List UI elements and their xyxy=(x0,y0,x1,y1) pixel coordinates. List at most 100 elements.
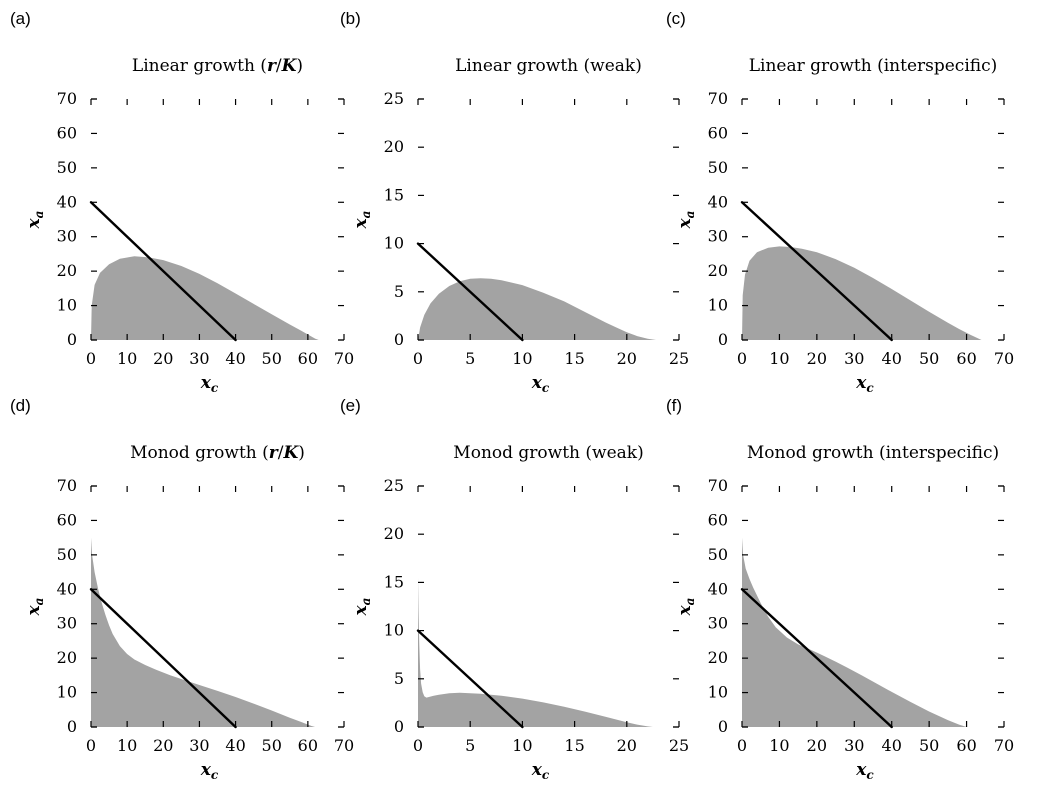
chart-panel: (c) Linear growth (interspecific) 0 10 20 30 4… xyxy=(666,9,1014,395)
x-tick-label: 40 xyxy=(882,349,902,368)
x-axis-label: xc xyxy=(200,760,219,782)
y-axis-label: xa xyxy=(675,211,697,230)
y-tick-label: 5 xyxy=(394,282,404,301)
y-tick-label: 10 xyxy=(57,683,77,702)
x-tick-label: 10 xyxy=(769,736,789,755)
y-tick-label: 40 xyxy=(708,579,728,598)
y-tick-label: 10 xyxy=(708,683,728,702)
x-tick-label: 70 xyxy=(994,349,1014,368)
y-tick-label: 25 xyxy=(384,476,404,495)
x-tick-label: 10 xyxy=(117,736,137,755)
y-tick-label: 50 xyxy=(57,158,77,177)
y-tick-label: 50 xyxy=(708,545,728,564)
chart-title: Monod growth (interspecific) xyxy=(747,443,999,463)
y-tick-label: 60 xyxy=(708,510,728,529)
x-axis-label: xc xyxy=(531,373,550,395)
panel-label: (f) xyxy=(666,396,682,415)
y-tick-label: 40 xyxy=(57,192,77,211)
x-tick-label: 0 xyxy=(86,349,96,368)
x-tick-label: 20 xyxy=(617,736,637,755)
x-tick-label: 60 xyxy=(956,736,976,755)
panel-label: (e) xyxy=(340,396,361,415)
x-tick-label: 30 xyxy=(189,736,209,755)
y-tick-label: 20 xyxy=(384,137,404,156)
x-tick-label: 20 xyxy=(617,349,637,368)
chart-panel: (a) Linear growth (r/K) 0 10 20 30 40 50 60 70 0 10… xyxy=(10,9,354,395)
shaded-region xyxy=(91,256,319,340)
shaded-region xyxy=(742,537,967,727)
chart-panel: (e) Monod growth (weak) 0 5 10 15 20 25 0 5 10 15 20… xyxy=(340,396,689,782)
y-axis-label: xa xyxy=(24,598,46,617)
y-tick-label: 0 xyxy=(67,330,77,349)
y-tick-label: 30 xyxy=(708,227,728,246)
y-axis-label: xa xyxy=(675,598,697,617)
y-tick-label: 20 xyxy=(57,261,77,280)
y-tick-label: 15 xyxy=(384,185,404,204)
y-tick-label: 20 xyxy=(708,261,728,280)
y-axis-label: xa xyxy=(24,211,46,230)
chart-title: Monod growth (r/K) xyxy=(130,443,305,463)
y-tick-label: 0 xyxy=(67,717,77,736)
x-tick-label: 50 xyxy=(262,349,282,368)
y-tick-label: 60 xyxy=(57,510,77,529)
y-tick-label: 70 xyxy=(708,476,728,495)
x-tick-label: 10 xyxy=(512,736,532,755)
y-tick-label: 70 xyxy=(57,89,77,108)
x-tick-label: 40 xyxy=(882,736,902,755)
panel-label: (c) xyxy=(666,9,686,28)
y-tick-label: 25 xyxy=(384,89,404,108)
x-tick-label: 5 xyxy=(465,736,475,755)
x-tick-label: 25 xyxy=(669,736,689,755)
y-tick-label: 10 xyxy=(384,621,404,640)
x-tick-label: 70 xyxy=(334,349,354,368)
chart-title: Monod growth (weak) xyxy=(453,443,643,463)
y-tick-label: 20 xyxy=(384,524,404,543)
x-tick-label: 10 xyxy=(117,349,137,368)
y-tick-label: 50 xyxy=(57,545,77,564)
x-tick-label: 30 xyxy=(844,736,864,755)
panel-label: (b) xyxy=(340,9,361,28)
x-tick-label: 15 xyxy=(564,736,584,755)
x-axis-label: xc xyxy=(855,373,874,395)
chart-title: Linear growth (weak) xyxy=(455,56,642,76)
x-tick-label: 60 xyxy=(298,736,318,755)
x-tick-label: 60 xyxy=(956,349,976,368)
diagonal-line xyxy=(89,201,237,342)
x-tick-label: 50 xyxy=(262,736,282,755)
y-tick-label: 40 xyxy=(708,192,728,211)
x-tick-label: 20 xyxy=(807,736,827,755)
y-tick-label: 60 xyxy=(708,123,728,142)
y-tick-label: 0 xyxy=(394,717,404,736)
diagonal-line xyxy=(740,588,893,729)
diagonal-line xyxy=(89,588,237,729)
panel-label: (a) xyxy=(10,9,31,28)
y-tick-label: 70 xyxy=(57,476,77,495)
x-tick-label: 0 xyxy=(86,736,96,755)
chart-title: Linear growth (interspecific) xyxy=(749,56,998,76)
y-tick-label: 0 xyxy=(394,330,404,349)
y-axis-label: xa xyxy=(351,211,373,230)
diagonal-line xyxy=(416,242,524,342)
x-tick-label: 20 xyxy=(153,349,173,368)
x-axis-label: xc xyxy=(855,760,874,782)
x-tick-label: 0 xyxy=(737,349,747,368)
shaded-region xyxy=(418,577,653,727)
y-axis-label: xa xyxy=(351,598,373,617)
y-tick-label: 20 xyxy=(708,648,728,667)
y-tick-label: 70 xyxy=(708,89,728,108)
x-axis-label: xc xyxy=(531,760,550,782)
y-tick-label: 30 xyxy=(57,614,77,633)
x-tick-label: 20 xyxy=(153,736,173,755)
shaded-region xyxy=(91,537,316,727)
shaded-region xyxy=(418,278,656,340)
x-tick-label: 10 xyxy=(769,349,789,368)
x-tick-label: 70 xyxy=(334,736,354,755)
y-tick-label: 30 xyxy=(57,227,77,246)
x-tick-label: 0 xyxy=(413,736,423,755)
x-tick-label: 20 xyxy=(807,349,827,368)
chart-title: Linear growth (r/K) xyxy=(132,56,303,76)
chart-panel: (b) Linear growth (weak) 0 5 10 15 20 25 0 5 10 15 2… xyxy=(340,9,689,395)
diagonal-line xyxy=(740,201,893,342)
x-tick-label: 5 xyxy=(465,349,475,368)
